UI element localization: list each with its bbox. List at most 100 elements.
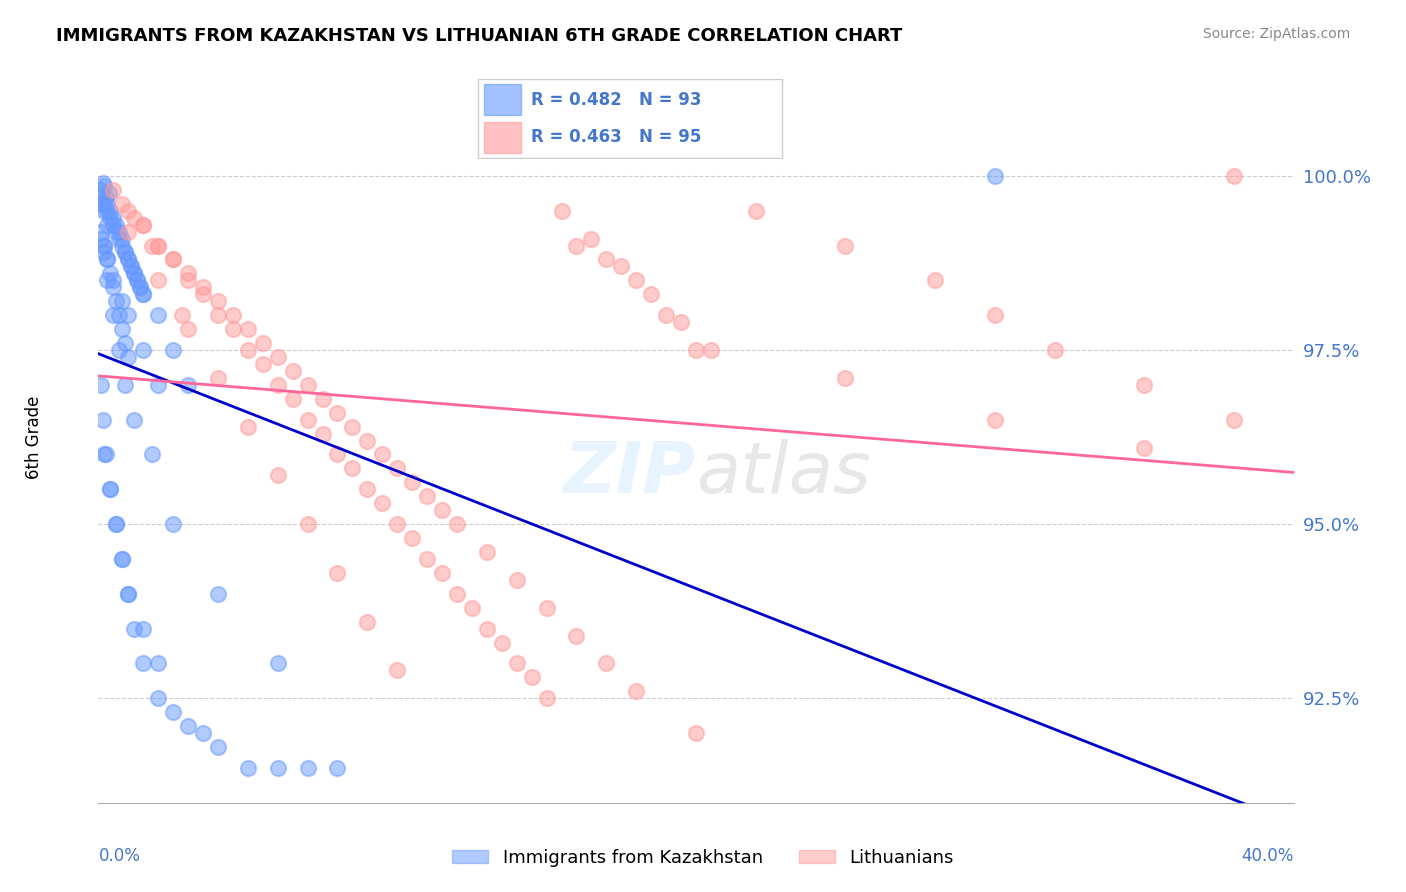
Lithuanians <box>297 517 319 532</box>
Lithuanians <box>111 196 134 211</box>
Text: Source: ZipAtlas.com: Source: ZipAtlas.com <box>1202 27 1350 41</box>
Lithuanians <box>207 308 229 322</box>
Lithuanians <box>506 573 529 587</box>
Lithuanians <box>222 322 245 336</box>
Immigrants from Kazakhstan <box>108 308 131 322</box>
Lithuanians <box>371 496 394 510</box>
Immigrants from Kazakhstan <box>93 203 115 218</box>
Lithuanians <box>446 517 468 532</box>
Lithuanians <box>1223 169 1246 183</box>
Lithuanians <box>669 315 692 329</box>
Immigrants from Kazakhstan <box>132 287 155 301</box>
Lithuanians <box>984 412 1007 426</box>
Lithuanians <box>685 343 707 357</box>
Text: 0.0%: 0.0% <box>98 847 141 864</box>
Immigrants from Kazakhstan <box>114 377 136 392</box>
Lithuanians <box>610 260 633 274</box>
Immigrants from Kazakhstan <box>162 517 184 532</box>
Lithuanians <box>207 294 229 309</box>
Immigrants from Kazakhstan <box>114 245 136 260</box>
Lithuanians <box>162 252 184 267</box>
Lithuanians <box>141 238 163 252</box>
Lithuanians <box>356 434 378 448</box>
Lithuanians <box>924 273 946 287</box>
Immigrants from Kazakhstan <box>93 238 115 252</box>
Immigrants from Kazakhstan <box>111 294 134 309</box>
Text: IMMIGRANTS FROM KAZAKHSTAN VS LITHUANIAN 6TH GRADE CORRELATION CHART: IMMIGRANTS FROM KAZAKHSTAN VS LITHUANIAN… <box>56 27 903 45</box>
Lithuanians <box>311 426 333 441</box>
Immigrants from Kazakhstan <box>98 483 122 497</box>
Lithuanians <box>685 726 707 740</box>
Immigrants from Kazakhstan <box>105 517 128 532</box>
Immigrants from Kazakhstan <box>98 211 122 225</box>
Lithuanians <box>1043 343 1066 357</box>
Immigrants from Kazakhstan <box>90 183 112 197</box>
Lithuanians <box>162 252 184 267</box>
Immigrants from Kazakhstan <box>117 350 139 364</box>
Lithuanians <box>834 238 856 252</box>
Immigrants from Kazakhstan <box>105 218 128 232</box>
Lithuanians <box>124 211 146 225</box>
Immigrants from Kazakhstan <box>162 343 184 357</box>
Lithuanians <box>172 308 194 322</box>
Lithuanians <box>297 377 319 392</box>
Immigrants from Kazakhstan <box>96 273 118 287</box>
Immigrants from Kazakhstan <box>129 280 152 294</box>
Immigrants from Kazakhstan <box>91 412 114 426</box>
Immigrants from Kazakhstan <box>148 377 170 392</box>
Immigrants from Kazakhstan <box>103 273 125 287</box>
Lithuanians <box>177 273 200 287</box>
Immigrants from Kazakhstan <box>96 218 118 232</box>
Immigrants from Kazakhstan <box>103 211 125 225</box>
Immigrants from Kazakhstan <box>162 705 184 719</box>
Lithuanians <box>581 231 603 245</box>
Lithuanians <box>595 657 617 671</box>
Lithuanians <box>103 183 125 197</box>
Lithuanians <box>177 322 200 336</box>
Lithuanians <box>491 635 513 649</box>
Immigrants from Kazakhstan <box>120 260 142 274</box>
Immigrants from Kazakhstan <box>124 412 146 426</box>
Immigrants from Kazakhstan <box>141 448 163 462</box>
Lithuanians <box>430 503 453 517</box>
Lithuanians <box>1133 377 1156 392</box>
Immigrants from Kazakhstan <box>127 273 149 287</box>
Immigrants from Kazakhstan <box>124 622 146 636</box>
Immigrants from Kazakhstan <box>103 308 125 322</box>
Immigrants from Kazakhstan <box>129 280 152 294</box>
Lithuanians <box>745 203 768 218</box>
Immigrants from Kazakhstan <box>127 273 149 287</box>
Immigrants from Kazakhstan <box>207 587 229 601</box>
Immigrants from Kazakhstan <box>108 343 131 357</box>
Lithuanians <box>401 475 423 490</box>
Lithuanians <box>207 371 229 385</box>
Immigrants from Kazakhstan <box>326 761 349 775</box>
Lithuanians <box>236 322 259 336</box>
Lithuanians <box>236 343 259 357</box>
Lithuanians <box>475 545 498 559</box>
Lithuanians <box>267 377 290 392</box>
Immigrants from Kazakhstan <box>207 740 229 755</box>
Lithuanians <box>536 691 558 706</box>
Lithuanians <box>655 308 678 322</box>
Lithuanians <box>132 218 155 232</box>
Immigrants from Kazakhstan <box>132 657 155 671</box>
Lithuanians <box>177 266 200 280</box>
Immigrants from Kazakhstan <box>117 587 139 601</box>
Lithuanians <box>117 225 139 239</box>
Immigrants from Kazakhstan <box>93 179 115 194</box>
Lithuanians <box>222 308 245 322</box>
Lithuanians <box>132 218 155 232</box>
Immigrants from Kazakhstan <box>96 252 118 267</box>
Immigrants from Kazakhstan <box>96 252 118 267</box>
Lithuanians <box>385 461 409 475</box>
Immigrants from Kazakhstan <box>117 587 139 601</box>
Legend: Immigrants from Kazakhstan, Lithuanians: Immigrants from Kazakhstan, Lithuanians <box>444 842 962 874</box>
Immigrants from Kazakhstan <box>111 322 134 336</box>
Immigrants from Kazakhstan <box>111 231 134 245</box>
Immigrants from Kazakhstan <box>94 190 117 204</box>
Lithuanians <box>326 406 349 420</box>
Immigrants from Kazakhstan <box>236 761 259 775</box>
Immigrants from Kazakhstan <box>98 266 122 280</box>
Immigrants from Kazakhstan <box>103 218 125 232</box>
